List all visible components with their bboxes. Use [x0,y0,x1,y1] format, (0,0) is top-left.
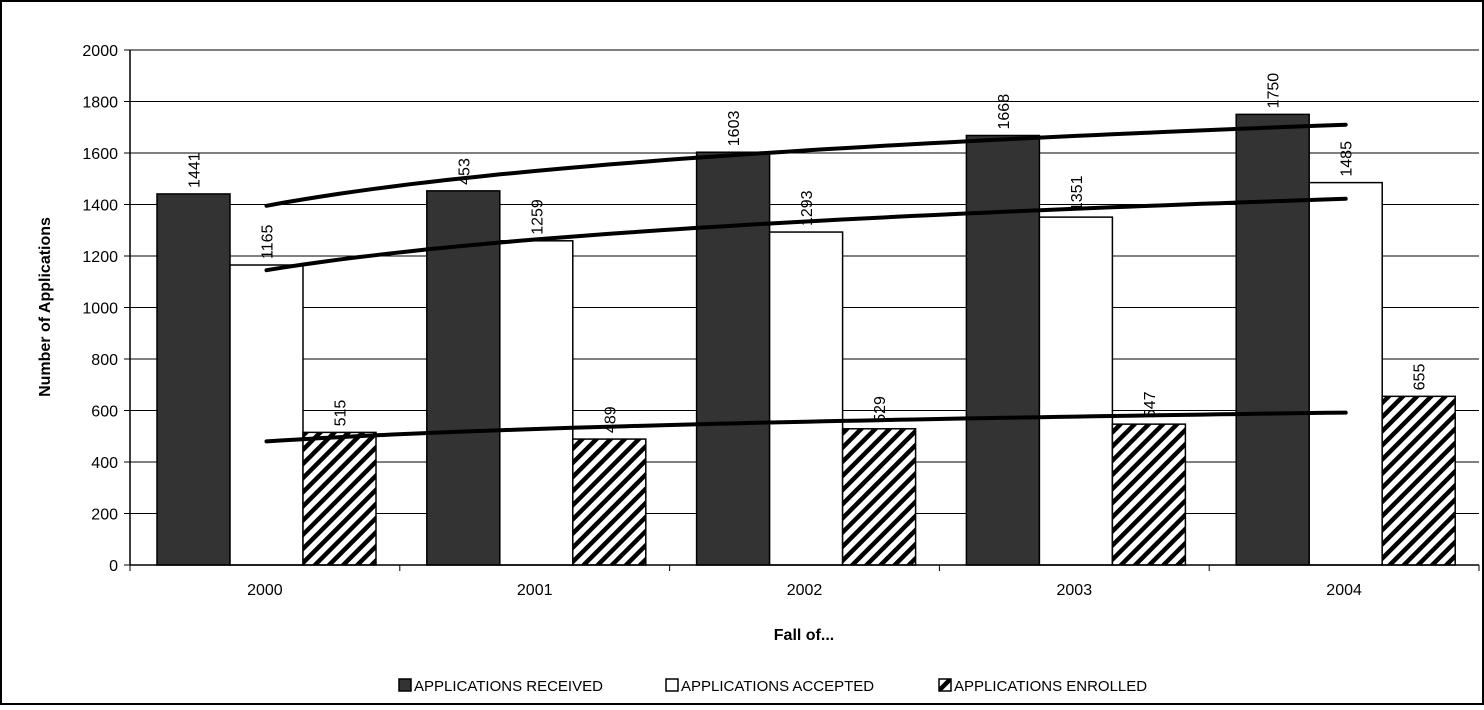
bar-applications-enrolled [572,438,647,566]
bar-applications-enrolled [841,428,917,566]
axes: 0 200 400 600 800 1000 1200 1400 1600 1800 2000 200… [82,43,1480,599]
data-label: 453 [456,158,473,185]
data-label: 1603 [726,111,743,147]
y-tick-label: 800 [91,352,118,369]
legend-label: APPLICATIONS RECEIVED [414,678,603,695]
trendline-2 [264,410,1348,444]
data-label: 1165 [260,225,277,260]
bar-applications-received [1235,113,1310,566]
data-label: 489 [602,406,619,433]
trendlines [264,122,1348,444]
bar-applications-received [965,134,1041,566]
data-label: 1441 [187,152,204,188]
y-tick-label: 1000 [82,301,118,318]
trendline-1 [264,196,1348,273]
data-label: 1293 [799,190,816,226]
data-label: 655 [1412,364,1429,391]
data-label: 529 [872,396,889,423]
y-tick-label: 1600 [82,146,118,163]
x-tick-label: 2002 [787,582,823,599]
x-tick-label: 2000 [247,582,283,599]
data-label: 547 [1142,391,1159,418]
bar-applications-received [156,193,231,566]
y-tick-label: 2000 [82,43,118,60]
trendline-0 [264,122,1348,208]
y-tick-label: 1400 [82,198,118,215]
legend-label: APPLICATIONS ENROLLED [954,678,1147,695]
bar-applications-accepted [1038,216,1114,566]
bar-applications-accepted [768,231,844,566]
y-tick-label: 200 [91,507,118,524]
x-tick-label: 2001 [517,582,553,599]
legend-label: APPLICATIONS ACCEPTED [681,678,874,695]
x-tick-label: 2004 [1326,582,1362,599]
bar-applications-accepted [1308,181,1383,566]
data-label: 1750 [1266,73,1283,109]
legend: APPLICATIONS RECEIVED APPLICATIONS ACCEPT… [398,678,1147,695]
legend-swatch [938,678,952,692]
data-labels: 1441 453 1603 1668 1750 1165 1259 1293 1351 1485 5… [187,73,1429,433]
x-tick-label: 2003 [1057,582,1093,599]
bar-applications-enrolled [1111,423,1187,566]
y-tick-label: 400 [91,455,118,472]
y-tick-label: 1800 [82,95,118,112]
y-tick-label: 1200 [82,249,118,266]
bar-applications-accepted [499,240,574,566]
data-label: 1351 [1069,175,1086,211]
data-label: 515 [333,400,350,427]
data-label: 1259 [529,199,546,235]
x-axis-label: Fall of... [774,627,834,644]
y-tick-label: 600 [91,404,118,421]
bar-applications-enrolled [302,431,377,566]
bar-applications-received [695,151,771,566]
legend-swatch [398,678,412,692]
data-label: 1668 [996,94,1013,130]
legend-swatch [665,678,679,692]
bar-applications-enrolled [1381,395,1456,566]
data-label: 1485 [1339,141,1356,177]
y-axis-label: Number of Applications [37,217,54,397]
bar-applications-accepted [229,264,304,566]
y-tick-label: 0 [109,558,118,575]
